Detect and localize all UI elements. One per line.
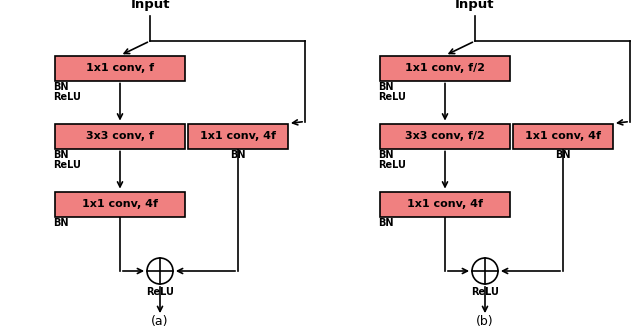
FancyBboxPatch shape bbox=[513, 124, 613, 149]
Text: ReLU: ReLU bbox=[53, 92, 81, 102]
Text: 1x1 conv, 4f: 1x1 conv, 4f bbox=[82, 199, 158, 209]
Text: 3x3 conv, f/2: 3x3 conv, f/2 bbox=[405, 131, 485, 141]
Text: BN: BN bbox=[53, 218, 68, 228]
Text: BN: BN bbox=[53, 151, 68, 161]
Text: ReLU: ReLU bbox=[378, 92, 406, 102]
Text: ReLU: ReLU bbox=[471, 287, 499, 297]
Text: ReLU: ReLU bbox=[378, 161, 406, 170]
Text: BN: BN bbox=[378, 218, 394, 228]
Text: 1x1 conv, f/2: 1x1 conv, f/2 bbox=[405, 63, 485, 73]
FancyBboxPatch shape bbox=[380, 124, 510, 149]
Text: 1x1 conv, 4f: 1x1 conv, 4f bbox=[407, 199, 483, 209]
Text: BN: BN bbox=[556, 151, 571, 161]
Text: BN: BN bbox=[53, 83, 68, 92]
Text: Input: Input bbox=[131, 0, 170, 11]
Text: ReLU: ReLU bbox=[146, 287, 174, 297]
Text: (b): (b) bbox=[476, 315, 494, 328]
Text: 1x1 conv, f: 1x1 conv, f bbox=[86, 63, 154, 73]
FancyBboxPatch shape bbox=[55, 124, 185, 149]
Text: ReLU: ReLU bbox=[53, 161, 81, 170]
FancyBboxPatch shape bbox=[188, 124, 288, 149]
FancyBboxPatch shape bbox=[55, 192, 185, 216]
Text: BN: BN bbox=[378, 151, 394, 161]
FancyBboxPatch shape bbox=[55, 55, 185, 81]
FancyBboxPatch shape bbox=[380, 55, 510, 81]
Text: BN: BN bbox=[230, 151, 246, 161]
Text: 1x1 conv, 4f: 1x1 conv, 4f bbox=[200, 131, 276, 141]
Text: (a): (a) bbox=[151, 315, 169, 328]
FancyBboxPatch shape bbox=[380, 192, 510, 216]
Text: 1x1 conv, 4f: 1x1 conv, 4f bbox=[525, 131, 601, 141]
Text: BN: BN bbox=[378, 83, 394, 92]
Text: 3x3 conv, f: 3x3 conv, f bbox=[86, 131, 154, 141]
Text: Input: Input bbox=[455, 0, 495, 11]
